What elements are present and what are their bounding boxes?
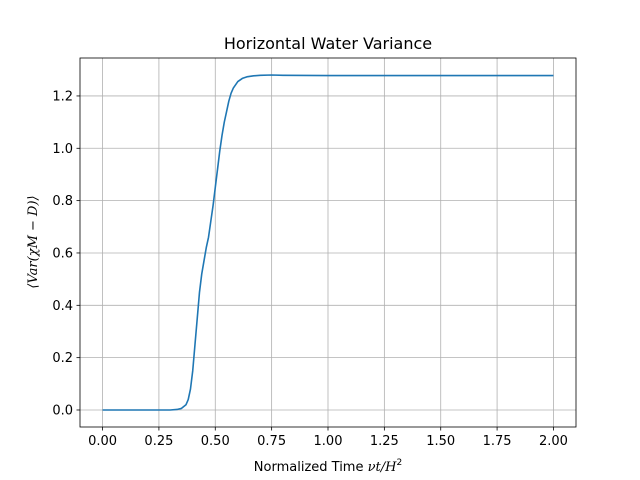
y-tick-label: 0.0 [52,403,73,418]
chart-title: Horizontal Water Variance [224,34,432,53]
x-tick-label: 1.00 [314,434,343,449]
grid [80,58,576,427]
y-tick-label: 0.8 [52,194,73,209]
x-tick-label: 0.25 [144,434,173,449]
y-tick-label: 1.0 [52,142,73,157]
x-axis-label-text: Normalized Time [254,460,368,475]
y-tick-label: 0.4 [52,299,73,314]
x-tick-label: 1.25 [370,434,399,449]
x-tick-label: 0.75 [257,434,286,449]
x-axis-label-math: νt/H [368,460,398,475]
x-tick-label: 0.00 [88,434,117,449]
x-tick-label: 1.50 [426,434,455,449]
y-tick-label: 0.6 [52,246,73,261]
y-axis-label: ⟨Var(χM − D)⟩ [26,195,41,288]
x-tick-label: 0.50 [201,434,230,449]
ticks: 0.00 0.25 0.50 0.75 1.00 1.25 1.50 1.75 2.00 0.0 0… [52,89,568,449]
y-tick-label: 1.2 [52,89,73,104]
series-layer [102,74,554,411]
x-tick-label: 2.00 [539,434,568,449]
x-axis-label-superscript: 2 [396,458,402,468]
x-axis-label: Normalized Time νt/H2 [254,458,402,475]
y-tick-label: 0.2 [52,351,73,366]
series-line [102,74,554,411]
x-tick-label: 1.75 [483,434,512,449]
